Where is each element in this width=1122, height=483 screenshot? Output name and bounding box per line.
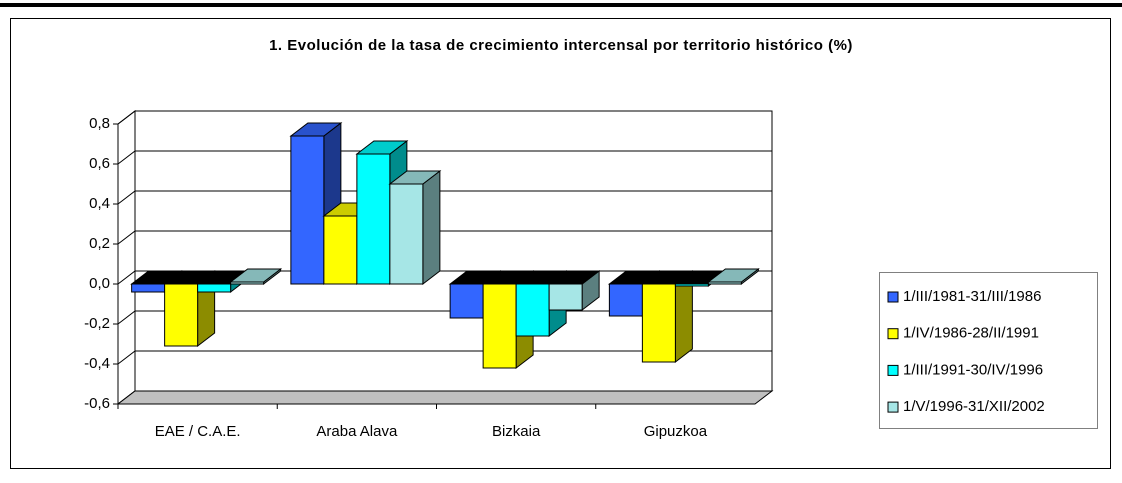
y-tick-label: 0,8 [89,115,110,132]
bar-side [422,169,441,286]
bar [608,283,643,317]
bar [449,283,484,319]
grid-line [117,150,772,165]
floor [116,390,774,405]
grid-line [117,350,772,365]
legend-swatch [887,328,899,340]
bar [515,283,550,337]
bar [290,135,325,285]
chart-title: 1. Evolución de la tasa de crecimiento i… [269,37,853,54]
x-tick-label: Araba Alava [316,423,398,440]
bar [164,283,199,347]
bar [230,281,265,285]
y-tick-label: 0,6 [89,155,110,172]
y-tick-label: -0,4 [84,355,110,372]
bar [323,215,358,285]
x-tick-label: EAE / C.A.E. [155,423,241,440]
bar [641,283,676,363]
legend-label: 1/V/1996-31/XII/2002 [903,398,1045,415]
chart-frame [10,18,1111,469]
y-tick-label: 0,2 [89,235,110,252]
legend-label: 1/III/1991-30/IV/1996 [903,361,1043,378]
legend-swatch [887,401,899,413]
legend-swatch [887,291,899,303]
legend [879,272,1098,429]
grid-line [117,110,772,125]
grid-line [117,190,772,205]
grid-line [117,230,772,245]
x-tick-label: Bizkaia [492,423,541,440]
bar [131,283,166,293]
legend-swatch [887,364,899,376]
y-tick-label: -0,6 [84,395,110,412]
side-wall [117,109,136,406]
y-tick-label: 0,0 [89,275,110,292]
bar [548,283,583,311]
bar [674,283,709,287]
legend-label: 1/IV/1986-28/II/1991 [903,325,1039,342]
legend-label: 1/III/1981-31/III/1986 [903,288,1041,305]
bar [197,283,232,293]
bar [356,153,391,285]
bar [482,283,517,369]
y-tick-label: 0,4 [89,195,110,212]
top-rule [0,3,1122,7]
bar [707,281,742,285]
x-tick-label: Gipuzkoa [644,423,708,440]
bar [389,183,424,285]
y-tick-label: -0,2 [84,315,110,332]
